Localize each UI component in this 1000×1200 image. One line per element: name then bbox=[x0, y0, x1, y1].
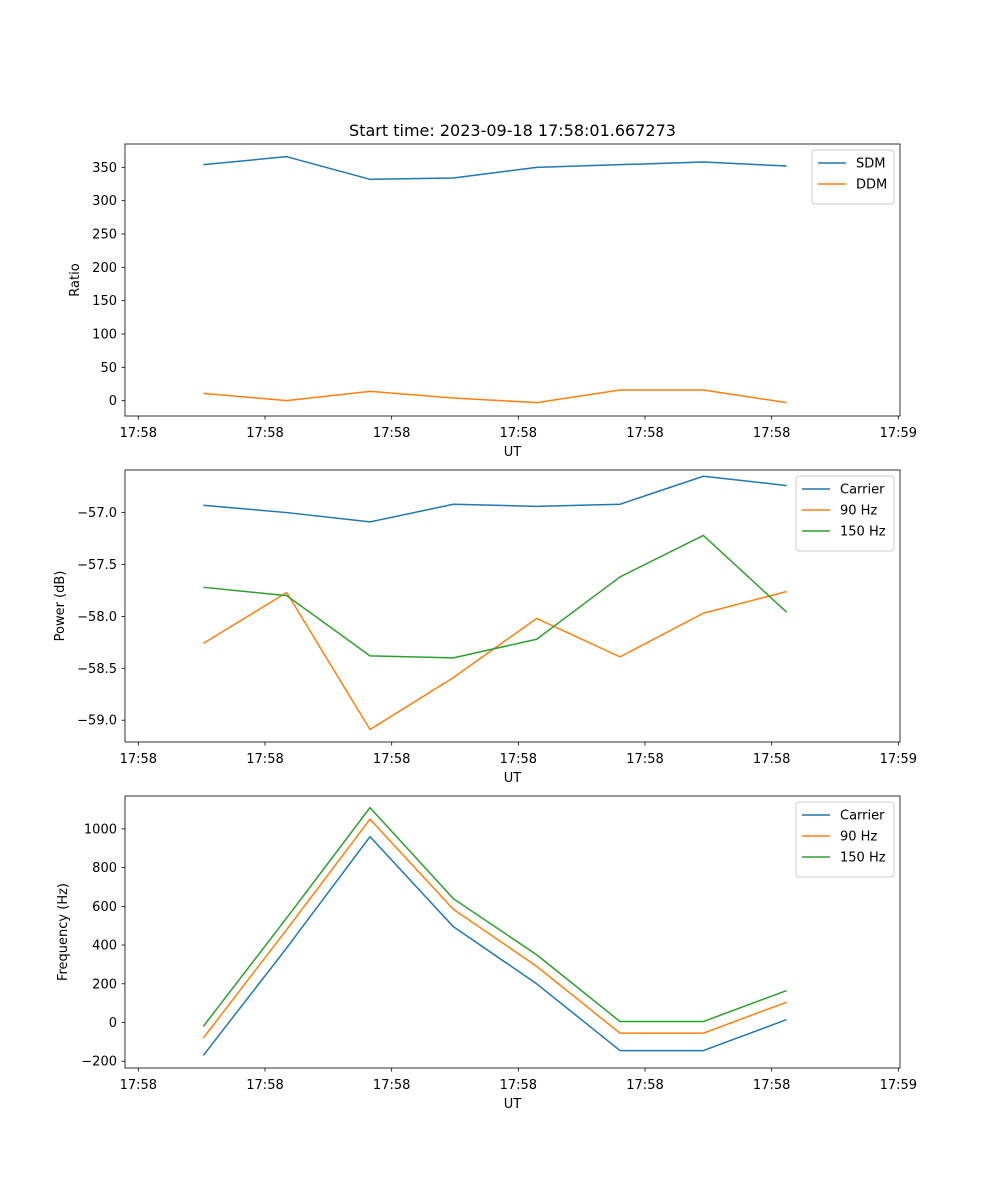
y-tick-label: 600 bbox=[92, 900, 117, 915]
x-tick-label: 17:58 bbox=[246, 1078, 283, 1093]
subplot-1: 17:58 17:58 17:58 17:58 17:58 17:58 17:59 0 50 10… bbox=[68, 143, 917, 460]
y-tick-label: 0 bbox=[109, 1016, 117, 1031]
x-axis-label: UT bbox=[504, 1097, 522, 1112]
x-tick-label: 17:58 bbox=[120, 1078, 157, 1093]
series-line-ddm bbox=[203, 389, 787, 404]
legend-label: 90 Hz bbox=[840, 504, 877, 519]
y-tick-label: 200 bbox=[92, 977, 117, 992]
axes-frame bbox=[124, 469, 901, 743]
x-tick-label: 17:58 bbox=[500, 752, 537, 767]
x-tick-label: 17:59 bbox=[880, 752, 917, 767]
y-tick-label: 1000 bbox=[84, 822, 117, 837]
y-tick-label: −58.5 bbox=[77, 662, 117, 677]
legend-label: DDM bbox=[856, 178, 887, 193]
y-tick-label: 100 bbox=[92, 328, 117, 343]
x-tick-label: 17:58 bbox=[753, 426, 790, 441]
y-tick-label: 50 bbox=[100, 361, 117, 376]
y-tick-label: 300 bbox=[92, 194, 117, 209]
axes-frame bbox=[124, 143, 901, 417]
y-tick-label: 250 bbox=[92, 228, 117, 243]
legend-label: 90 Hz bbox=[840, 830, 877, 845]
series-line-sdm bbox=[203, 155, 787, 181]
x-tick-label: 17:58 bbox=[246, 426, 283, 441]
y-tick-label: −57.5 bbox=[77, 558, 117, 573]
x-tick-label: 17:58 bbox=[500, 1078, 537, 1093]
x-tick-label: 17:58 bbox=[626, 752, 663, 767]
legend-label: Carrier bbox=[840, 483, 885, 498]
subplot-2: 17:58 17:58 17:58 17:58 17:58 17:58 17:59 −59.0… bbox=[53, 469, 917, 786]
legend: Carrier 90 Hz 150 Hz bbox=[795, 801, 895, 878]
x-tick-label: 17:58 bbox=[373, 426, 410, 441]
y-tick-label: 150 bbox=[92, 294, 117, 309]
legend-frame bbox=[795, 801, 895, 878]
x-axis-label: UT bbox=[504, 771, 522, 786]
axes-frame bbox=[124, 795, 901, 1069]
y-tick-label: 800 bbox=[92, 861, 117, 876]
series-line-150-hz bbox=[202, 806, 787, 1027]
subplot-3: 17:58 17:58 17:58 17:58 17:58 17:58 17:59 −200 0… bbox=[56, 795, 917, 1112]
x-tick-label: 17:58 bbox=[753, 1078, 790, 1093]
x-tick-label: 17:58 bbox=[373, 1078, 410, 1093]
y-tick-label: 0 bbox=[109, 394, 117, 409]
plots-container: 17:58 17:58 17:58 17:58 17:58 17:58 17:59 0 50 10… bbox=[53, 143, 917, 1112]
series-line-90-hz bbox=[202, 818, 787, 1039]
x-tick-label: 17:58 bbox=[120, 426, 157, 441]
x-tick-label: 17:58 bbox=[120, 752, 157, 767]
x-tick-label: 17:58 bbox=[500, 426, 537, 441]
legend: Carrier 90 Hz 150 Hz bbox=[795, 475, 895, 552]
y-tick-label: 350 bbox=[92, 161, 117, 176]
y-tick-label: 200 bbox=[92, 261, 117, 276]
legend-frame bbox=[795, 475, 895, 552]
x-tick-label: 17:58 bbox=[246, 752, 283, 767]
y-axis-label: Ratio bbox=[68, 263, 83, 296]
series-line-carrier bbox=[202, 835, 787, 1056]
y-tick-label: −200 bbox=[81, 1055, 117, 1070]
y-tick-label: 400 bbox=[92, 939, 117, 954]
y-tick-label: −58.0 bbox=[77, 610, 117, 625]
y-tick-label: −59.0 bbox=[77, 714, 117, 729]
legend-label: 150 Hz bbox=[840, 525, 886, 540]
x-tick-label: 17:58 bbox=[753, 752, 790, 767]
legend-label: Carrier bbox=[840, 809, 885, 824]
x-tick-label: 17:59 bbox=[880, 1078, 917, 1093]
legend-label: SDM bbox=[856, 157, 885, 172]
x-tick-label: 17:58 bbox=[626, 1078, 663, 1093]
series-line-90-hz bbox=[202, 590, 787, 731]
x-axis-label: UT bbox=[504, 445, 522, 460]
figure-title: Start time: 2023-09-18 17:58:01.667273 bbox=[349, 121, 676, 140]
x-tick-label: 17:58 bbox=[373, 752, 410, 767]
legend: SDM DDM bbox=[811, 149, 895, 205]
legend-label: 150 Hz bbox=[840, 851, 886, 866]
x-tick-label: 17:59 bbox=[880, 426, 917, 441]
series-line-150-hz bbox=[203, 534, 788, 659]
series-line-carrier bbox=[203, 475, 787, 523]
y-axis-label: Power (dB) bbox=[53, 571, 68, 642]
y-axis-label: Frequency (Hz) bbox=[56, 883, 71, 981]
y-tick-label: −57.0 bbox=[77, 506, 117, 521]
x-tick-label: 17:58 bbox=[626, 426, 663, 441]
